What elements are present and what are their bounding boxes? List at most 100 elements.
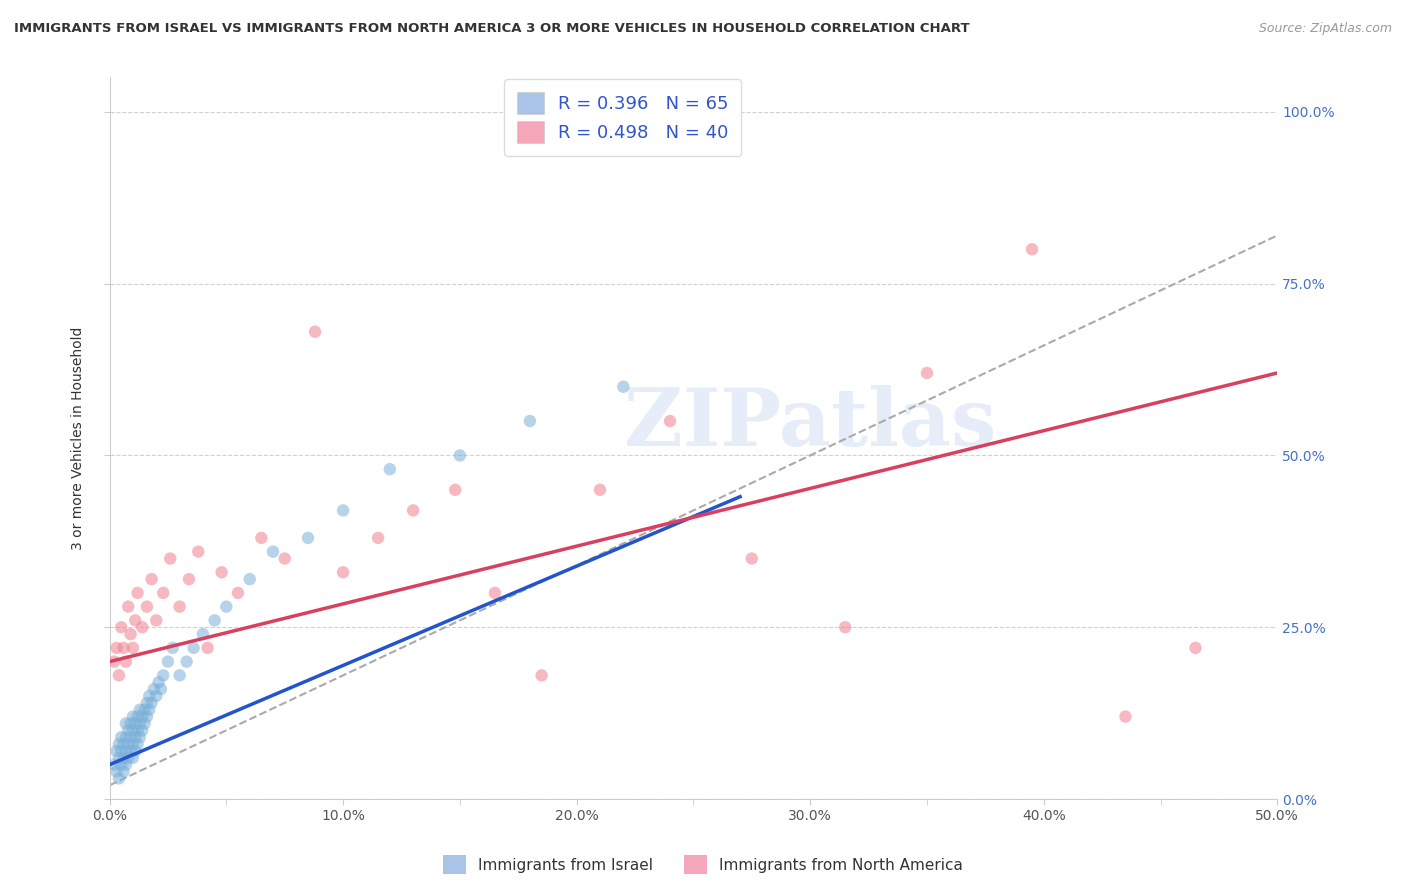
Point <box>204 613 226 627</box>
Point <box>159 551 181 566</box>
Point <box>122 751 145 765</box>
Point <box>120 744 142 758</box>
Point <box>115 757 138 772</box>
Point <box>110 620 132 634</box>
Point <box>135 599 157 614</box>
Point <box>112 737 135 751</box>
Point <box>134 716 156 731</box>
Point <box>129 703 152 717</box>
Point <box>915 366 938 380</box>
Point <box>834 620 856 634</box>
Point <box>177 572 200 586</box>
Point <box>127 723 149 738</box>
Point <box>129 716 152 731</box>
Text: Source: ZipAtlas.com: Source: ZipAtlas.com <box>1258 22 1392 36</box>
Point <box>131 620 153 634</box>
Point <box>145 689 167 703</box>
Point <box>215 599 238 614</box>
Point <box>484 586 506 600</box>
Legend: Immigrants from Israel, Immigrants from North America: Immigrants from Israel, Immigrants from … <box>437 849 969 880</box>
Text: IMMIGRANTS FROM ISRAEL VS IMMIGRANTS FROM NORTH AMERICA 3 OR MORE VEHICLES IN HO: IMMIGRANTS FROM ISRAEL VS IMMIGRANTS FRO… <box>14 22 970 36</box>
Point <box>117 751 139 765</box>
Point <box>105 764 128 779</box>
Point <box>124 744 146 758</box>
Point <box>332 566 354 580</box>
Point <box>138 689 160 703</box>
Point <box>659 414 682 428</box>
Point <box>176 655 198 669</box>
Point <box>148 675 170 690</box>
Point <box>191 627 214 641</box>
Legend: R = 0.396   N = 65, R = 0.498   N = 40: R = 0.396 N = 65, R = 0.498 N = 40 <box>503 79 741 156</box>
Point <box>449 449 471 463</box>
Point <box>152 668 174 682</box>
Point <box>108 668 131 682</box>
Point <box>367 531 389 545</box>
Point <box>120 716 142 731</box>
Point <box>138 703 160 717</box>
Point <box>108 772 131 786</box>
Point <box>332 503 354 517</box>
Point <box>519 414 541 428</box>
Point <box>108 737 131 751</box>
Point <box>156 655 179 669</box>
Point <box>149 682 172 697</box>
Point <box>226 586 249 600</box>
Point <box>115 730 138 744</box>
Point <box>110 744 132 758</box>
Point <box>135 709 157 723</box>
Point <box>211 566 233 580</box>
Point <box>1114 709 1136 723</box>
Point <box>169 668 191 682</box>
Point <box>115 716 138 731</box>
Point <box>112 640 135 655</box>
Point <box>110 730 132 744</box>
Text: ZIPatlas: ZIPatlas <box>624 384 997 463</box>
Point <box>187 544 209 558</box>
Point <box>122 709 145 723</box>
Point <box>145 613 167 627</box>
Point <box>105 640 128 655</box>
Point <box>273 551 295 566</box>
Point <box>122 737 145 751</box>
Point <box>127 586 149 600</box>
Point <box>124 730 146 744</box>
Point <box>262 544 284 558</box>
Point <box>378 462 401 476</box>
Point <box>1021 242 1043 256</box>
Point <box>197 640 219 655</box>
Point <box>110 757 132 772</box>
Point <box>117 737 139 751</box>
Point <box>297 531 319 545</box>
Point <box>124 716 146 731</box>
Y-axis label: 3 or more Vehicles in Household: 3 or more Vehicles in Household <box>72 326 86 550</box>
Point <box>1184 640 1206 655</box>
Point <box>304 325 326 339</box>
Point <box>142 682 165 697</box>
Point <box>120 730 142 744</box>
Point <box>122 640 145 655</box>
Point <box>135 696 157 710</box>
Point <box>141 572 163 586</box>
Point <box>612 380 634 394</box>
Point <box>444 483 467 497</box>
Point <box>134 703 156 717</box>
Point <box>117 723 139 738</box>
Point <box>129 730 152 744</box>
Point <box>117 599 139 614</box>
Point <box>122 723 145 738</box>
Point <box>105 744 128 758</box>
Point <box>530 668 553 682</box>
Point <box>741 551 763 566</box>
Point <box>115 655 138 669</box>
Point <box>112 751 135 765</box>
Point <box>115 744 138 758</box>
Point <box>239 572 262 586</box>
Point <box>589 483 612 497</box>
Point <box>250 531 273 545</box>
Point <box>103 655 125 669</box>
Point <box>402 503 425 517</box>
Point <box>112 764 135 779</box>
Point <box>120 627 142 641</box>
Point <box>141 696 163 710</box>
